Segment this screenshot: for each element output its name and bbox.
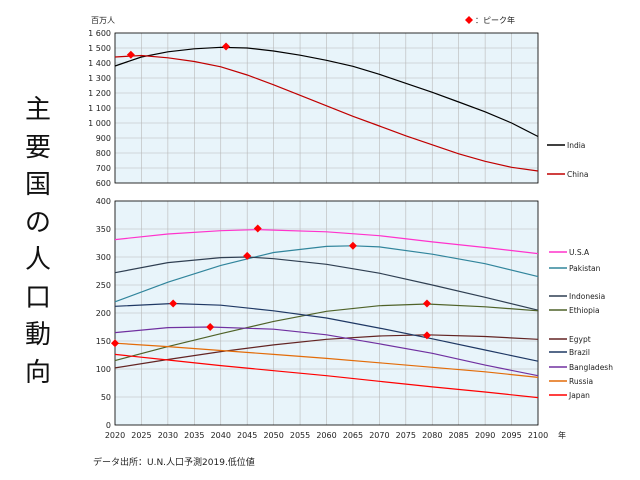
peak-marker-india [222, 42, 231, 51]
bottom-chart-panel: 0 50 100 150 200 250 300 350 400 2020 2025 2030 2035… [96, 197, 613, 440]
legend-label: Egypt [569, 335, 591, 344]
bottom-x-tick-label: 2055 [290, 431, 310, 440]
bottom-y-tick-label: 350 [96, 225, 111, 234]
side-title-char: の [24, 207, 51, 238]
legend-label: U.S.A [569, 248, 590, 257]
legend-label: Bangladesh [569, 363, 613, 372]
bottom-y-tick-label: 250 [96, 281, 111, 290]
peak-legend-label: ：ピーク年 [475, 15, 515, 25]
bottom-x-tick-label: 2040 [211, 431, 231, 440]
top-unit-label: 百万人 [91, 16, 115, 25]
legend-label: Ethiopia [569, 306, 600, 315]
bottom-x-tick-label: 2020 [105, 431, 125, 440]
series-line-bangladesh [114, 326, 539, 377]
bottom-y-tick-label: 200 [96, 309, 111, 318]
peak-marker-indonesia [243, 251, 252, 260]
peak-marker-u-s-a [253, 224, 262, 233]
series-line-indonesia [114, 256, 539, 311]
legend-label: China [567, 170, 588, 179]
peak-marker-russia [111, 339, 119, 348]
series-line-japan [114, 353, 539, 399]
bottom-y-tick-label: 50 [101, 393, 111, 402]
side-title-char: 口 [24, 282, 51, 313]
top-y-tick-label: 600 [96, 179, 111, 188]
bottom-x-tick-label: 2050 [263, 431, 283, 440]
top-y-tick-label: 800 [96, 149, 111, 158]
bottom-x-tick-label: 2085 [449, 431, 469, 440]
side-title-char: 国 [24, 170, 51, 200]
side-title-char: 動 [24, 320, 51, 350]
top-y-tick-label: 1 100 [88, 104, 111, 113]
peak-marker-china [126, 50, 135, 59]
source-note: データ出所：U.N.人口予測2019.低位値 [93, 456, 255, 468]
series-line-egypt [114, 334, 539, 369]
bottom-y-tick-label: 100 [96, 365, 111, 374]
bottom-x-tick-label: 2035 [184, 431, 204, 440]
series-line-china [114, 54, 539, 172]
series-line-pakistan [114, 245, 539, 303]
legend-label: Russia [569, 377, 593, 386]
bottom-x-unit-label: 年 [558, 430, 566, 440]
bottom-x-tick-label: 2075 [396, 431, 416, 440]
top-y-tick-label: 1 400 [88, 59, 111, 68]
side-title: 主 要 国 の 人 口 動 向 [22, 92, 54, 392]
side-title-char: 要 [24, 132, 51, 163]
bottom-x-tick-label: 2100 [528, 431, 548, 440]
legend-label: Brazil [569, 348, 590, 357]
legend-label: Pakistan [569, 264, 601, 273]
peak-legend-marker [465, 16, 473, 24]
bottom-y-tick-label: 400 [96, 197, 111, 206]
peak-marker-bangladesh [206, 323, 215, 331]
side-title-char: 人 [24, 245, 51, 275]
bottom-plot-border [114, 200, 539, 426]
bottom-x-tick-label: 2045 [237, 431, 257, 440]
bottom-y-tick-label: 0 [106, 421, 111, 430]
bottom-y-tick-label: 300 [96, 253, 111, 262]
legend-label: India [567, 141, 585, 150]
peak-marker-brazil [169, 299, 178, 308]
top-y-tick-label: 1 300 [88, 74, 111, 83]
bottom-x-tick-label: 2030 [158, 431, 178, 440]
bottom-x-tick-label: 2060 [316, 431, 336, 440]
series-line-india [114, 46, 539, 138]
bottom-x-tick-label: 2070 [369, 431, 389, 440]
top-plot-border [114, 32, 539, 184]
legend-label: Japan [568, 391, 590, 400]
bottom-x-tick-label: 2095 [501, 431, 521, 440]
bottom-x-tick-label: 2025 [131, 431, 151, 440]
series-line-u-s-a [114, 228, 539, 255]
bottom-x-tick-label: 2080 [422, 431, 442, 440]
top-y-tick-label: 1 200 [88, 89, 111, 98]
bottom-y-tick-label: 150 [96, 337, 111, 346]
side-title-char: 向 [24, 357, 51, 388]
legend-label: Indonesia [569, 292, 605, 301]
peak-marker-pakistan [348, 241, 357, 250]
top-y-tick-label: 700 [96, 164, 111, 173]
series-line-brazil [114, 302, 539, 362]
peak-marker-ethiopia [422, 299, 431, 308]
top-y-tick-label: 900 [96, 134, 111, 143]
series-line-ethiopia [114, 303, 539, 362]
peak-marker-egypt [422, 331, 431, 340]
top-y-tick-label: 1 500 [88, 44, 111, 53]
series-line-russia [114, 342, 539, 378]
side-title-char: 主 [24, 95, 51, 125]
top-chart-panel: 600 700 800 900 1 000 1 100 1 200 1 300 1 400 1 5… [88, 15, 588, 188]
top-y-tick-label: 1 600 [88, 29, 111, 38]
top-y-tick-label: 1 000 [88, 119, 111, 128]
bottom-x-tick-label: 2090 [475, 431, 495, 440]
bottom-x-tick-label: 2065 [343, 431, 363, 440]
